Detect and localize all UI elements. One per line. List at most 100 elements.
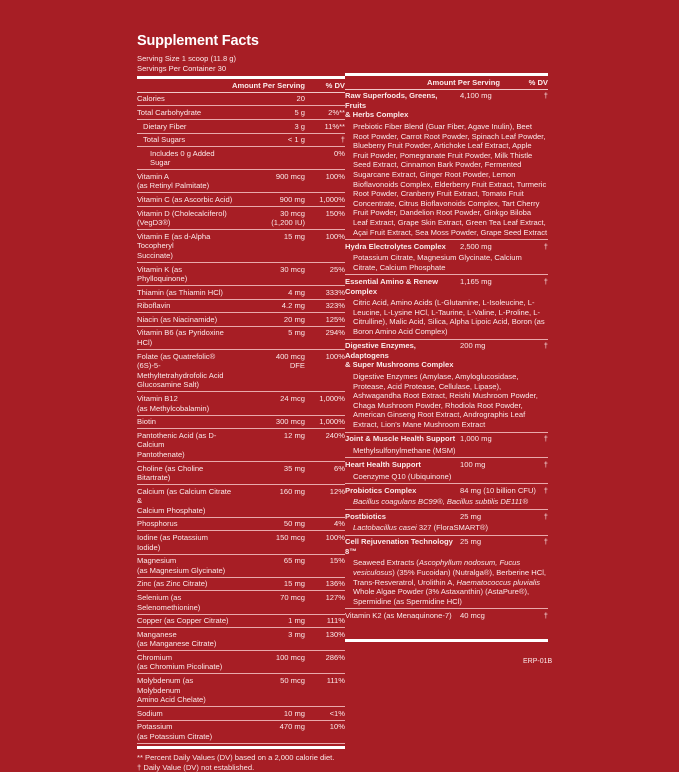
blend-name: Heart Health Support <box>345 459 421 469</box>
table-row: Total Sugars < 1 g † <box>137 134 345 148</box>
nutrient-name: Molybdenum (as Molybdenum Amino Acid Che… <box>137 676 206 705</box>
table-row: Calories 20 <box>137 93 345 107</box>
supplement-facts-right: Amount Per Serving % DV Raw Superfoods, … <box>345 73 548 643</box>
blend-ingredients: Methylsulfonylmethane (MSM) <box>345 446 548 456</box>
ingredient-text: 327 (FloraSMART®) <box>416 523 489 533</box>
table-row: Choline (as Choline Bitartrate) 35 mg 6% <box>137 462 345 486</box>
blend-name: Essential Amino & Renew Complex <box>345 277 438 296</box>
blend-amount: 1,000 mg <box>460 434 492 444</box>
nutrient-dv: 125% <box>325 314 345 324</box>
blend-group: Probiotics Complex 84 mg (10 billion CFU)… <box>345 484 548 510</box>
nutrient-dv: 240% <box>325 430 345 440</box>
thick-rule <box>345 639 548 643</box>
nutrient-name: Zinc (as Zinc Citrate) <box>137 579 208 589</box>
table-row: Vitamin D (Cholecalciferol) (VegD3®) 30 m… <box>137 207 345 231</box>
blend-name: Raw Superfoods, Greens, Fruits & Herbs C… <box>345 91 438 120</box>
blend-group: Heart Health Support 100 mg † Coenzyme Q10 … <box>345 458 548 485</box>
blend-dv: † <box>543 434 548 444</box>
dv-header: % DV <box>528 78 548 87</box>
nutrient-amount: 35 mg <box>283 463 305 473</box>
nutrient-name: Niacin (as Niacinamide) <box>137 314 218 324</box>
table-row: Pantothenic Acid (as D-Calcium Pantothen… <box>137 429 345 462</box>
blend-group: Hydra Electrolytes Complex 2,500 mg † Potas… <box>345 240 548 276</box>
blend-name: Joint & Muscle Health Support <box>345 434 456 444</box>
nutrient-amount <box>237 149 305 168</box>
nutrient-dv: 294% <box>325 328 345 338</box>
blend-dv: † <box>543 341 548 351</box>
nutrient-amount: 100 mcg <box>275 652 305 662</box>
footnote: † Daily Value (DV) not established. <box>137 762 255 772</box>
ingredient-text: Haematococcus pluvialis <box>456 577 541 587</box>
blend-amount: 84 mg (10 billion CFU) <box>460 485 536 495</box>
blend-ingredients: Potassium Citrate, Magnesium Glycinate, … <box>345 253 548 272</box>
nutrient-name: Vitamin K2 (as Menaquinone-7) <box>345 611 452 621</box>
ingredient-text: Potassium Citrate, Magnesium Glycinate, … <box>353 253 522 272</box>
blend-name: Cell Rejuvenation Technology 8™ <box>345 537 453 556</box>
nutrient-name: Dietary Fiber <box>143 121 187 131</box>
nutrient-amount: 15 mg <box>283 231 305 241</box>
nutrient-dv: 11%** <box>324 121 345 131</box>
dv-header: % DV <box>325 81 345 91</box>
nutrient-dv: 15% <box>329 556 345 566</box>
nutrient-name: Phosphorus <box>137 519 178 529</box>
nutrient-amount: 20 mg <box>283 314 305 324</box>
nutrient-dv: 100% <box>325 231 345 241</box>
table-row: Vitamin B6 (as Pyridoxine HCl) 5 mg 294% <box>137 327 345 351</box>
table-row: Manganese (as Manganese Citrate) 3 mg 130% <box>137 628 345 652</box>
nutrient-amount: 15 mg <box>283 579 305 589</box>
blend-amount: 200 mg <box>460 341 486 351</box>
page-title: Supplement Facts <box>137 33 259 49</box>
blend-dv: † <box>543 485 548 495</box>
nutrient-amount: 12 mg <box>283 430 305 440</box>
amount-header: Amount Per Serving <box>232 81 305 91</box>
nutrient-name: Manganese (as Manganese Citrate) <box>137 629 217 649</box>
table-row: Riboflavin 4.2 mg 323% <box>137 300 345 314</box>
nutrient-amount: 50 mcg <box>280 676 305 686</box>
nutrient-dv: † <box>340 135 345 145</box>
nutrient-amount: 900 mg <box>279 195 305 205</box>
table-row: Vitamin K2 (as Menaquinone-7) 40 mcg † <box>345 609 548 623</box>
nutrient-dv: 4% <box>334 519 345 529</box>
blend-ingredients: Lactobacillus casei 327 (FloraSMART®) <box>345 523 548 533</box>
nutrient-dv: 12% <box>329 486 345 496</box>
thick-rule <box>137 76 345 80</box>
nutrient-amount: 20 <box>296 94 305 104</box>
nutrient-name: Vitamin K (as Phylloquinone) <box>137 264 188 284</box>
nutrient-amount: 300 mcg <box>275 417 305 427</box>
nutrient-amount: 150 mcg <box>275 533 305 543</box>
nutrient-dv: 127% <box>325 592 345 602</box>
nutrient-name: Folate (as Quatrefolic® (6S)-5- Methylte… <box>137 351 224 390</box>
thick-rule <box>345 73 548 76</box>
nutrient-amount: 65 mg <box>283 556 305 566</box>
nutrient-amount: 70 mcg <box>280 592 305 602</box>
table-row: Vitamin K (as Phylloquinone) 30 mcg 25% <box>137 263 345 287</box>
nutrient-dv: 100% <box>325 351 345 361</box>
blend-header: Probiotics Complex 84 mg (10 billion CFU)… <box>345 486 548 496</box>
nutrient-dv: 333% <box>325 287 345 297</box>
ingredient-text: Seaweed Extracts ( <box>353 558 419 568</box>
nutrient-dv: 130% <box>325 629 345 639</box>
nutrient-dv: 25% <box>329 264 345 274</box>
nutrient-amount: 400 mcg DFE <box>275 351 305 371</box>
blend-header: Digestive Enzymes, Adaptogens & Super Mu… <box>345 341 548 370</box>
nutrient-name: Copper (as Copper Citrate) <box>137 616 229 626</box>
blend-name: Postbiotics <box>345 511 386 521</box>
nutrient-name: Calories <box>137 94 165 104</box>
nutrient-dv <box>305 94 345 104</box>
nutrient-amount: 5 g <box>294 107 305 117</box>
nutrient-amount: 10 mg <box>283 708 305 718</box>
table-row: Sodium 10 mg <1% <box>137 707 345 721</box>
nutrient-dv: 1,000% <box>319 417 345 427</box>
table-row: Folate (as Quatrefolic® (6S)-5- Methylte… <box>137 350 345 393</box>
nutrient-dv: 100% <box>325 171 345 181</box>
nutrient-dv: 286% <box>325 652 345 662</box>
nutrient-amount: 24 mcg <box>280 393 305 403</box>
nutrient-name: Vitamin B12 (as Methylcobalamin) <box>137 393 210 413</box>
table-row: Zinc (as Zinc Citrate) 15 mg 136% <box>137 578 345 592</box>
serving-size: Serving Size 1 scoop (11.8 g) <box>137 54 237 63</box>
nutrient-amount: < 1 g <box>287 135 305 145</box>
nutrient-table: Calories 20 Total Carbohydrate 5 g 2%** Dieta… <box>137 93 345 744</box>
blend-ingredients: Citric Acid, Amino Acids (L-Glutamine, L… <box>345 298 548 336</box>
blend-group: Raw Superfoods, Greens, Fruits & Herbs C… <box>345 90 548 241</box>
footnote: ** Percent Daily Values (DV) based on a … <box>137 752 335 762</box>
